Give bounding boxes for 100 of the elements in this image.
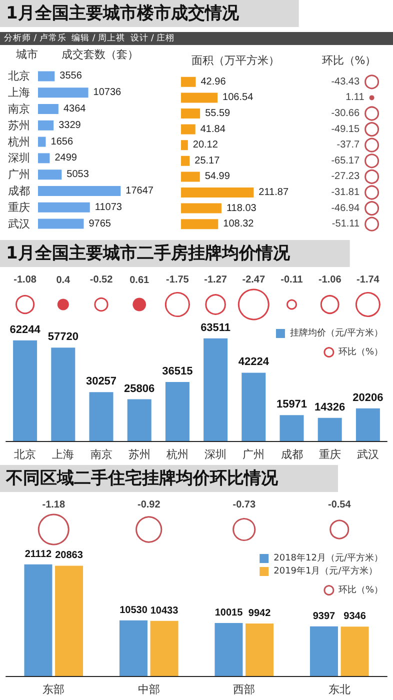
data-label: 9942 — [248, 608, 272, 619]
data-label: -0.11 — [280, 274, 304, 286]
legend-label: 挂牌均价（元/平方米） — [290, 328, 384, 338]
bar — [13, 340, 38, 441]
legend-label: 2019年1月（元/平方米） — [274, 566, 378, 576]
data-label: 106.54 — [222, 92, 254, 104]
data-label: 10530 — [120, 604, 148, 616]
x-tick-label: 中部 — [138, 683, 160, 696]
bar — [214, 623, 243, 676]
data-label: -1.18 — [42, 499, 66, 510]
data-label: 30257 — [86, 376, 117, 388]
bar — [181, 219, 218, 230]
bar — [51, 348, 76, 441]
data-label: 63511 — [200, 322, 231, 334]
data-label: 211.87 — [258, 187, 289, 198]
bar — [38, 136, 46, 147]
x-tick-label: 杭州 — [165, 448, 188, 461]
data-label: 3329 — [58, 120, 82, 131]
bar — [181, 124, 196, 134]
data-label: -2.47 — [242, 274, 266, 286]
data-label: 1656 — [50, 136, 74, 148]
data-label: 42.96 — [200, 76, 226, 88]
x-tick-label: 广州 — [242, 448, 265, 461]
bar — [38, 170, 62, 180]
y-tick-label: 苏州 — [8, 118, 30, 132]
bar — [38, 104, 58, 114]
data-label: 17647 — [126, 186, 154, 196]
data-label: -0.54 — [328, 499, 352, 510]
data-label: 41.84 — [200, 124, 226, 135]
data-label: -1.74 — [356, 274, 380, 286]
x-tick-label: 西部 — [233, 683, 256, 696]
bar — [181, 140, 188, 150]
bar — [119, 620, 148, 676]
data-label: 118.03 — [226, 202, 257, 214]
bar — [38, 88, 88, 98]
chart-title: 不同区域二手住宅挂牌均价环比情况 — [5, 468, 279, 488]
bar — [181, 156, 190, 166]
data-label: -65.17 — [331, 155, 360, 166]
bar — [246, 623, 274, 676]
data-label: 11073 — [94, 202, 122, 213]
bar — [38, 153, 50, 164]
data-label: -0.52 — [90, 274, 114, 286]
chart-title: 1月全国主要城市楼市成交情况 — [6, 4, 240, 24]
bar — [181, 76, 196, 87]
data-label: -30.66 — [331, 108, 360, 119]
bar — [55, 566, 84, 676]
y-tick-label: 上海 — [8, 86, 30, 100]
data-label: -0.73 — [232, 499, 256, 510]
data-label: 9765 — [88, 218, 112, 230]
data-label: 108.32 — [223, 218, 254, 230]
data-label: 25806 — [124, 382, 155, 395]
y-tick-label: 南京 — [8, 102, 30, 116]
data-label: 57720 — [48, 331, 78, 344]
bar — [356, 408, 380, 441]
text: 环比（%） — [322, 54, 376, 67]
data-label: -27.23 — [331, 171, 360, 182]
bar — [340, 626, 369, 676]
y-tick-label: 北京 — [8, 70, 30, 83]
x-tick-label: 南京 — [90, 448, 112, 461]
data-label: 25.17 — [194, 155, 220, 166]
data-label: 9397 — [312, 610, 336, 622]
bar — [150, 620, 178, 676]
data-label: 10736 — [93, 87, 122, 98]
chart-subtitle: 分析师 / 卢常乐 编辑 / 周上祺 设计 / 庄栩 — [4, 32, 175, 44]
data-label: -1.75 — [166, 274, 190, 286]
data-label: 5053 — [66, 169, 90, 180]
bar — [181, 172, 200, 182]
data-label: -49.15 — [331, 124, 360, 135]
bar — [310, 626, 338, 676]
y-tick-label: 成都 — [8, 184, 30, 198]
data-label: -51.11 — [332, 218, 360, 230]
bar — [318, 418, 342, 441]
x-tick-label: 重庆 — [318, 448, 341, 461]
data-label: 3556 — [60, 70, 82, 82]
y-tick-label: 广州 — [8, 168, 30, 182]
data-label: -1.27 — [204, 274, 228, 286]
legend-label: 2018年12月（元/平方米） — [274, 552, 383, 564]
data-label: 21112 — [24, 548, 52, 560]
bar — [181, 203, 222, 214]
bar — [38, 186, 121, 196]
bar — [24, 564, 52, 676]
data-label: 62244 — [10, 324, 42, 336]
data-label: 0.4 — [56, 275, 71, 286]
bar — [38, 71, 55, 82]
data-label: 15971 — [276, 398, 308, 411]
bar — [204, 338, 228, 441]
data-label: -1.08 — [14, 274, 37, 286]
x-tick-label: 东北 — [328, 683, 350, 696]
x-tick-label: 东部 — [42, 683, 65, 696]
data-label: 1.11 — [346, 92, 365, 104]
chart-title: 1月全国主要城市二手房挂牌均价情况 — [6, 244, 291, 264]
data-label: -43.43 — [331, 76, 360, 88]
x-tick-label: 苏州 — [128, 448, 150, 461]
data-label: 10015 — [214, 608, 244, 619]
legend-label: 环比（%） — [338, 584, 384, 596]
data-label: 55.59 — [205, 108, 231, 119]
y-tick-label: 重庆 — [8, 200, 30, 214]
data-label: -31.81 — [331, 187, 360, 198]
data-label: 20.12 — [192, 140, 218, 151]
x-axis-title: 成交套数（套） — [62, 48, 138, 61]
